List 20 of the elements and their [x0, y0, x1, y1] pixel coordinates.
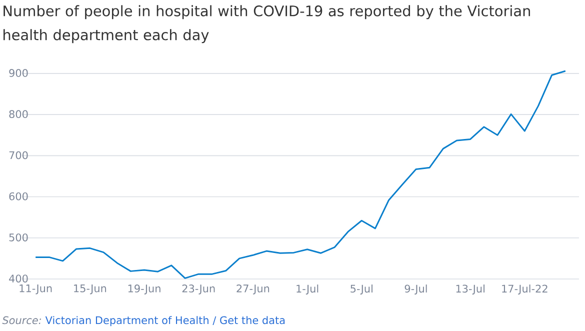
y-tick-label: 500 [9, 233, 28, 242]
x-tick-label: 19-Jun [128, 284, 160, 294]
y-tick-label: 400 [9, 274, 28, 282]
text: Victorian Department of Health / Get the data [45, 316, 285, 326]
y-tick-label: 800 [9, 110, 28, 118]
x-tick-label: 15-Jun [74, 284, 106, 294]
x-tick-label: 9-Jul [404, 284, 427, 295]
chart-title: Number of people in hospital with COVID-19 as reported by the Victorian health department each day [4, 5, 530, 44]
y-tick-label: 700 [9, 151, 28, 160]
x-tick-label: 27-Jun [236, 284, 270, 294]
x-tick-label: 13-Jul [456, 284, 484, 295]
text: Source: [2, 316, 42, 324]
x-tick-label: 17-Jul-22 [502, 284, 548, 295]
x-tick-label: 23-Jun [182, 284, 215, 294]
y-tick-label: 900 [9, 69, 28, 77]
line-series [34, 70, 566, 279]
x-tick-label: 1-Jul [296, 284, 318, 295]
y-tick-label: 600 [9, 192, 28, 200]
x-tick-label: 11-Jun [20, 284, 52, 294]
x-tick-label: 5-Jul [350, 284, 372, 295]
